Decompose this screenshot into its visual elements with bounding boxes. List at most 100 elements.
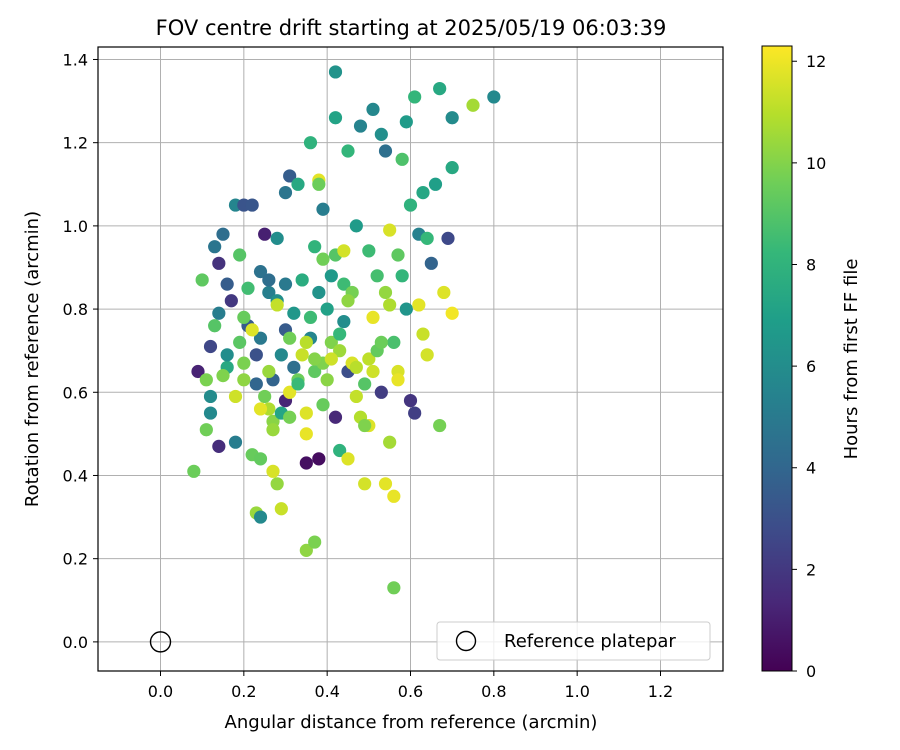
data-point <box>283 169 297 183</box>
data-point <box>445 111 459 125</box>
data-point <box>291 177 305 191</box>
data-point <box>378 477 393 491</box>
data-point <box>199 423 213 437</box>
data-point <box>362 352 376 366</box>
y-tick-label: 1.0 <box>63 217 88 236</box>
data-point <box>287 306 301 320</box>
data-point <box>208 319 222 333</box>
scatter-points <box>149 65 501 653</box>
data-point <box>387 581 401 595</box>
data-point <box>337 277 351 291</box>
legend-box <box>436 621 711 661</box>
data-point <box>333 344 347 358</box>
data-point <box>383 298 397 312</box>
data-point <box>312 177 326 191</box>
data-point <box>308 240 322 254</box>
data-point <box>308 535 322 549</box>
data-point <box>266 423 280 437</box>
data-point <box>249 377 263 391</box>
data-point <box>249 348 263 362</box>
data-point <box>433 82 447 96</box>
data-point <box>433 418 447 433</box>
data-point <box>299 406 313 420</box>
x-tick-label: 0.4 <box>314 682 339 701</box>
data-point <box>341 144 355 158</box>
data-point <box>274 502 288 516</box>
data-point <box>324 335 338 349</box>
data-point <box>324 352 338 366</box>
data-point <box>287 360 301 374</box>
data-point <box>295 348 309 362</box>
data-point <box>299 456 313 470</box>
data-point <box>278 277 293 291</box>
data-point <box>328 111 343 125</box>
data-point <box>374 127 388 141</box>
data-point <box>378 144 393 158</box>
data-point <box>408 90 422 104</box>
data-point <box>237 373 251 387</box>
data-point <box>266 464 280 478</box>
data-point <box>366 310 380 324</box>
data-point <box>299 543 313 557</box>
colorbar: 0 2 4 6 8 10 12 Hours from first FF file <box>761 45 862 681</box>
data-point <box>358 377 372 391</box>
data-point <box>195 273 209 287</box>
data-point <box>278 186 293 200</box>
data-point <box>378 285 393 300</box>
colorbar-tick-label: 6 <box>806 357 816 376</box>
data-point <box>328 65 343 79</box>
data-point <box>237 356 251 370</box>
colorbar-tick-label: 12 <box>806 52 826 71</box>
y-axis-label: Rotation from reference (arcmin) <box>22 211 43 507</box>
data-point <box>303 136 318 150</box>
x-tick-label: 1.0 <box>564 682 589 701</box>
data-point <box>408 406 422 420</box>
reference-point-marker <box>149 631 172 653</box>
data-point <box>253 265 268 279</box>
data-point <box>391 373 405 387</box>
data-point <box>228 435 243 449</box>
data-point <box>366 102 380 116</box>
data-point <box>216 227 230 241</box>
data-point <box>420 348 434 362</box>
data-point <box>291 377 305 391</box>
data-point <box>237 310 251 324</box>
data-point <box>437 285 451 300</box>
data-point <box>258 227 272 241</box>
data-point <box>245 323 259 337</box>
y-tick-label: 0.0 <box>63 633 88 652</box>
data-point <box>191 364 205 379</box>
data-point <box>253 510 268 524</box>
data-point <box>441 231 455 245</box>
data-point <box>283 385 297 399</box>
colorbar-tick-label: 4 <box>806 459 816 478</box>
data-point <box>333 327 347 341</box>
data-point <box>208 240 222 254</box>
data-point <box>387 489 401 503</box>
data-point <box>220 348 234 362</box>
data-point <box>228 389 243 404</box>
data-point <box>303 310 318 324</box>
data-point <box>283 410 297 424</box>
data-point <box>295 273 309 287</box>
data-point <box>353 119 368 133</box>
y-tick-label: 1.4 <box>63 50 88 69</box>
data-point <box>262 273 276 287</box>
data-point <box>420 231 434 245</box>
data-point <box>316 398 330 412</box>
data-point <box>424 256 438 270</box>
data-point <box>316 202 330 216</box>
data-point <box>299 335 313 349</box>
data-point <box>387 335 401 349</box>
x-axis-ticks: 0.0 0.2 0.4 0.6 0.8 1.0 1.2 <box>148 671 673 701</box>
chart-title: FOV centre drift starting at 2025/05/19 … <box>156 16 667 40</box>
data-point <box>203 389 218 404</box>
data-point <box>212 256 226 270</box>
data-point <box>391 248 405 262</box>
colorbar-label: Hours from first FF file <box>841 259 862 460</box>
data-point <box>362 244 376 258</box>
grid-lines <box>98 47 723 671</box>
data-point <box>399 302 413 316</box>
data-point <box>220 277 234 291</box>
